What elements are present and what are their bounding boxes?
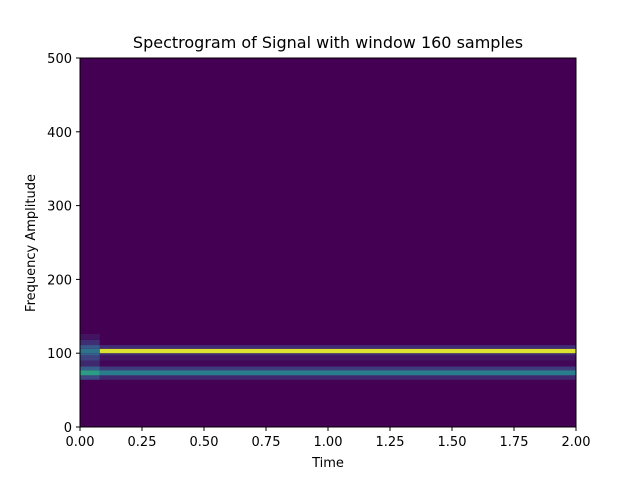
y-tick-label: 200 <box>47 273 72 288</box>
spectrogram-cell-2-0 <box>80 366 100 371</box>
y-tick-label: 100 <box>47 347 72 362</box>
spectrogram-cell-5-0 <box>80 353 100 356</box>
spectrogram-cell-7-1 <box>99 345 576 349</box>
spectrogram-cell-4-0 <box>80 355 100 361</box>
spectrogram-cell-6-1 <box>99 348 576 354</box>
y-tick-label: 0 <box>64 421 72 436</box>
spectrogram-cell-7-0 <box>80 345 100 349</box>
y-tick-label: 300 <box>47 200 72 215</box>
spectrogram-cell-9-0 <box>80 334 100 340</box>
spectrogram-cell-6-0 <box>80 348 100 354</box>
spectrogram-cell-8-0 <box>80 339 100 346</box>
spectrogram-cell-4-1 <box>99 355 576 361</box>
x-axis: 0.00 0.25 0.50 0.75 1.00 1.25 1.50 1.75 2.00 <box>66 427 591 450</box>
spectrogram-cell-2-1 <box>99 366 576 371</box>
spectrogram-cell-3-0 <box>80 360 100 367</box>
y-tick-label: 400 <box>47 126 72 141</box>
spectrogram-cell-1-1 <box>99 370 576 376</box>
x-tick-label: 0.00 <box>66 435 95 450</box>
x-tick-label: 0.75 <box>252 435 281 450</box>
x-tick-label: 1.75 <box>500 435 529 450</box>
x-axis-label: Time <box>311 456 344 471</box>
x-tick-label: 0.25 <box>128 435 157 450</box>
spectrogram-cell-0-1 <box>99 375 576 380</box>
spectrogram-cells <box>80 334 576 380</box>
x-tick-label: 0.50 <box>190 435 219 450</box>
spectrogram-cell-3-1 <box>99 360 576 367</box>
spectrogram-cell-1-0 <box>80 370 100 376</box>
chart-title: Spectrogram of Signal with window 160 sa… <box>133 33 523 52</box>
y-tick-label: 500 <box>47 52 72 67</box>
plot-area <box>79 57 577 428</box>
x-tick-label: 1.25 <box>376 435 405 450</box>
spectrogram-cell-0-0 <box>80 375 100 380</box>
spectrogram-cell-8-1 <box>99 339 576 346</box>
y-axis-label: Frequency Amplitude <box>24 174 39 312</box>
x-tick-label: 1.50 <box>438 435 467 450</box>
spectrogram-cell-9-1 <box>99 334 576 340</box>
y-axis: 0 100 200 300 400 500 <box>47 52 80 436</box>
x-tick-label: 1.00 <box>314 435 343 450</box>
x-tick-label: 2.00 <box>562 435 591 450</box>
spectrogram-cell-5-1 <box>99 353 576 356</box>
